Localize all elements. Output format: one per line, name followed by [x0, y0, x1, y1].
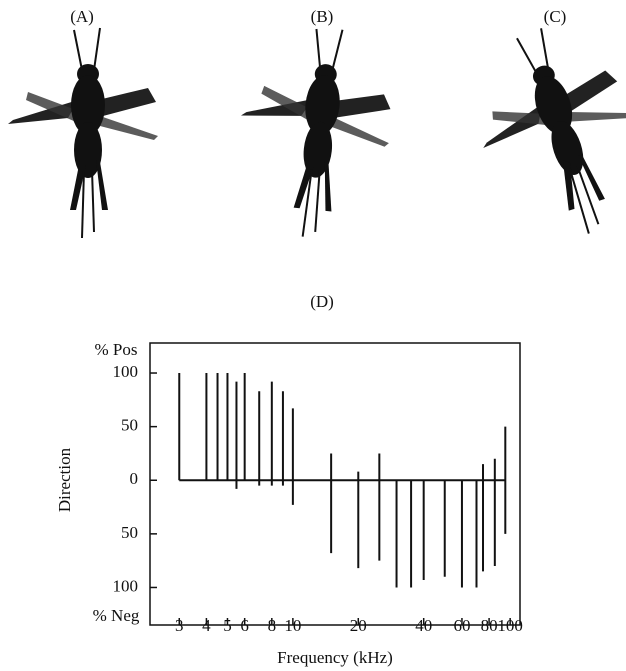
plot-frame	[149, 342, 521, 626]
x-tick-label: 10	[284, 616, 301, 635]
x-tick-label: 6	[240, 616, 249, 635]
y-axis-label: Direction	[55, 447, 74, 512]
x-tick-label: 80	[481, 616, 498, 635]
cricket-image	[452, 9, 626, 258]
y-bottom-label: % Neg	[93, 606, 140, 625]
x-axis-label: Frequency (kHz)	[277, 648, 393, 667]
y-tick-label: 50	[121, 416, 138, 435]
x-tick-label: 3	[175, 616, 184, 635]
cricket-image	[7, 27, 159, 239]
x-tick-label: 4	[202, 616, 211, 635]
x-tick-label: 8	[268, 616, 277, 635]
panel-label: (C)	[544, 7, 567, 26]
x-tick-label: 5	[223, 616, 232, 635]
x-tick-label: 60	[453, 616, 470, 635]
cricket-image	[228, 19, 402, 246]
panel-label: (B)	[311, 7, 334, 26]
y-tick-label: 100	[113, 576, 139, 595]
y-tick-label: 0	[130, 469, 139, 488]
x-tick-label: 40	[415, 616, 432, 635]
panel-label: (A)	[70, 7, 94, 26]
y-top-label: % Pos	[95, 340, 138, 359]
chart-title: (D)	[310, 292, 334, 311]
y-tick-label: 50	[121, 523, 138, 542]
x-tick-label: 100	[497, 616, 523, 635]
x-tick-label: 20	[350, 616, 367, 635]
y-tick-label: 100	[113, 362, 139, 381]
